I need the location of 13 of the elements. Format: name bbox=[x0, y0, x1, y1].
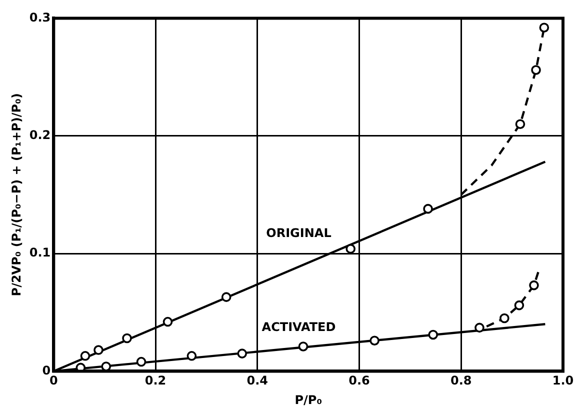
x-tick-label: 0.4 bbox=[246, 374, 268, 388]
y-tick-label: 0.1 bbox=[29, 246, 51, 260]
x-tick-label: 0.6 bbox=[348, 374, 370, 388]
y-tick-label: 0.3 bbox=[29, 10, 51, 24]
y-tick-label: 0.2 bbox=[29, 128, 51, 142]
y-tick-label: 0 bbox=[42, 363, 51, 378]
series-label: ACTIVATED bbox=[262, 320, 336, 334]
y-axis-title: P/2VP₀ (P₁/(P₀−P) + (P₁+P)/P₀) bbox=[9, 93, 24, 296]
x-tick-label: 0.8 bbox=[450, 374, 472, 388]
x-tick-label: 1.0 bbox=[552, 374, 574, 388]
x-axis-title: P/P₀ bbox=[294, 392, 322, 407]
series-label: ORIGINAL bbox=[266, 226, 332, 240]
x-tick-label: 0.2 bbox=[144, 374, 166, 388]
